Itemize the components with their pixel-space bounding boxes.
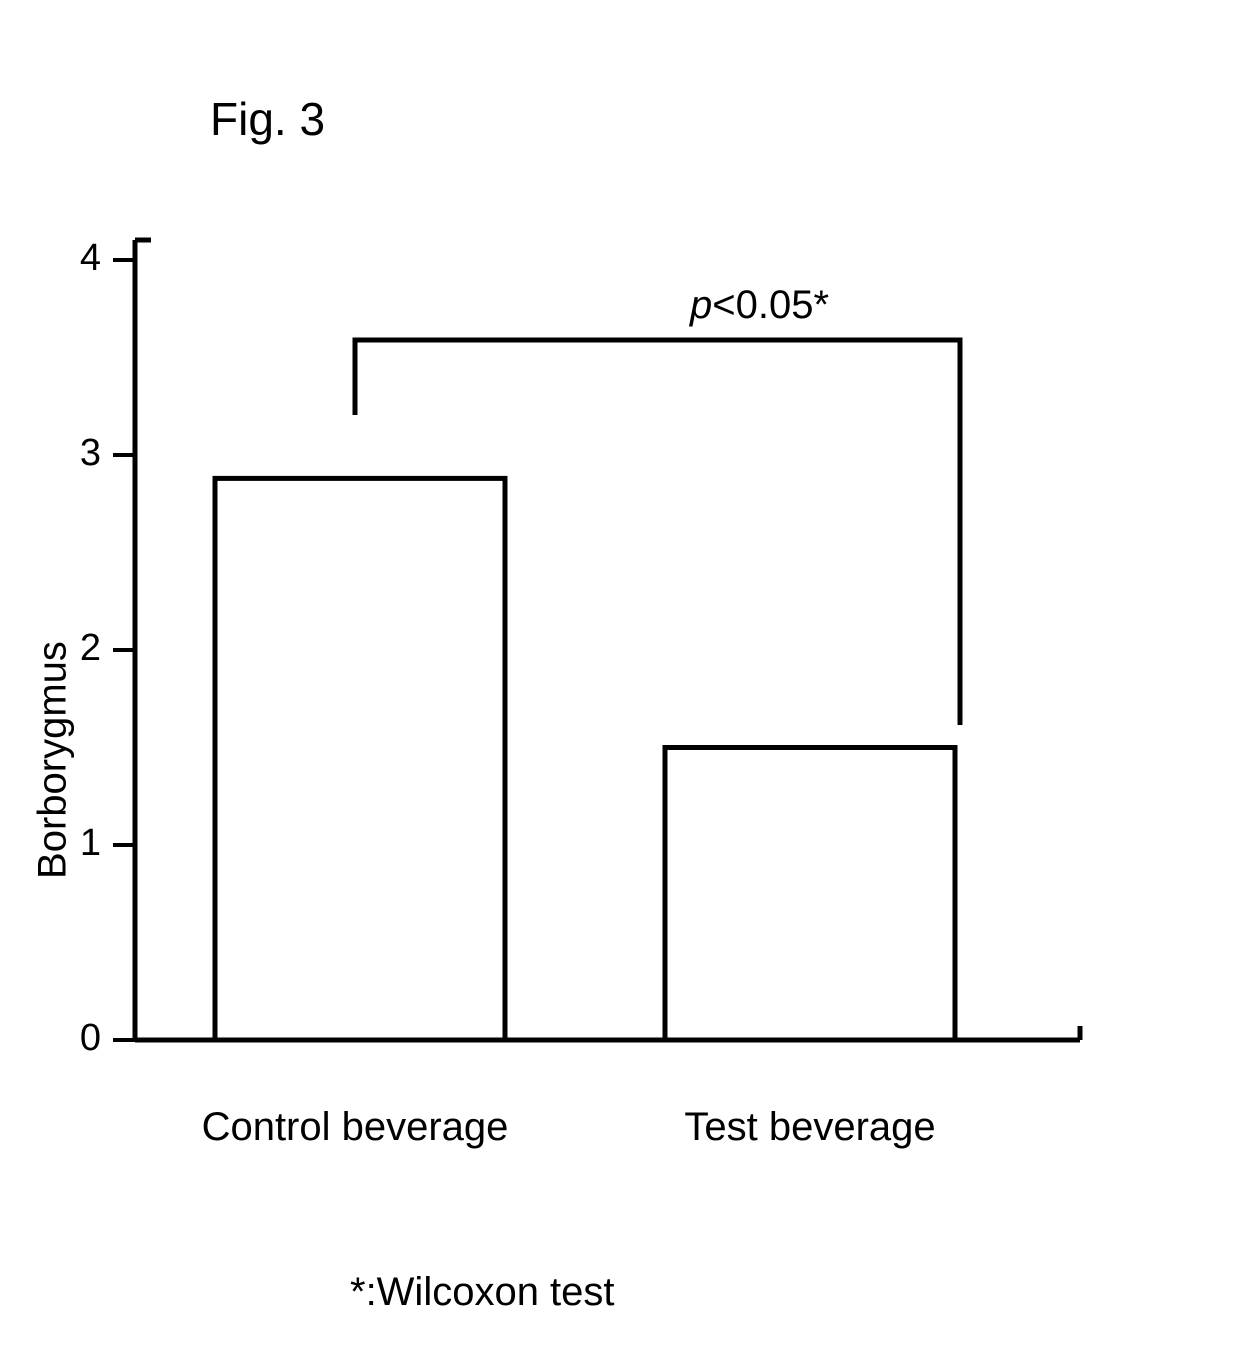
y-tick-label: 3: [80, 432, 101, 474]
y-tick-label: 0: [80, 1017, 101, 1059]
y-tick-label: 4: [80, 237, 101, 279]
significance-label: p<0.05*: [689, 283, 829, 327]
control-beverage-bar: [215, 478, 505, 1040]
figure-caption: *:Wilcoxon test: [350, 1270, 615, 1315]
test-beverage-bar: [665, 748, 955, 1041]
y-axis-label: Borborygmus: [31, 641, 75, 879]
y-tick-label: 2: [80, 627, 101, 669]
page: Fig. 3 01234BorborygmusControl beverageT…: [0, 0, 1240, 1359]
category-label: Test beverage: [684, 1105, 935, 1149]
category-label: Control beverage: [202, 1105, 509, 1149]
y-tick-label: 1: [80, 822, 101, 864]
bar-chart: 0 1 2 3 4 Borborygmus Control beverage Test bev…: [0, 0, 1240, 1359]
